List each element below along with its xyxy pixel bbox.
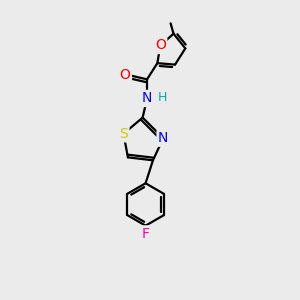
- Text: N: N: [158, 131, 168, 145]
- Text: O: O: [155, 38, 166, 52]
- Text: S: S: [119, 127, 128, 141]
- Text: O: O: [119, 68, 130, 82]
- Text: F: F: [142, 227, 150, 241]
- Text: N: N: [142, 92, 152, 106]
- Text: H: H: [158, 92, 168, 104]
